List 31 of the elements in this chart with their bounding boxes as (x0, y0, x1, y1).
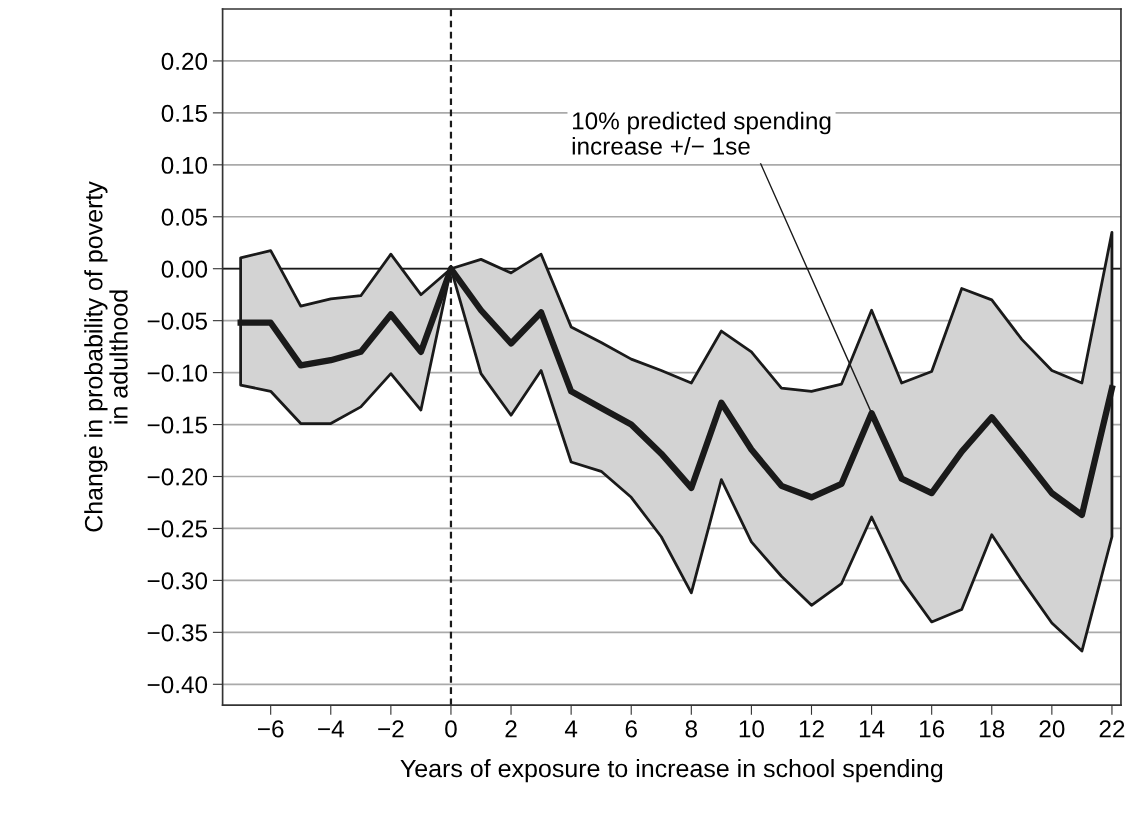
y-tick-label: −0.05 (147, 312, 208, 330)
x-tick-label: 4 (564, 720, 578, 738)
x-tick-label: 20 (1039, 720, 1065, 738)
y-tick-label: 0.20 (161, 52, 208, 70)
x-tick-label: 12 (799, 720, 824, 738)
y-tick-label: −0.15 (147, 416, 208, 434)
x-tick-label: 16 (920, 720, 945, 738)
x-tick-label: 6 (625, 720, 637, 738)
x-tick-label: 2 (505, 720, 517, 738)
y-axis-title: Change in probability of poverty in adulthood (84, 181, 128, 532)
x-tick-label: 0 (445, 720, 457, 738)
x-tick-label: 18 (980, 720, 1005, 738)
x-tick-label: −6 (258, 720, 284, 738)
y-tick-label: 0.00 (161, 260, 208, 278)
y-tick-label: −0.20 (147, 468, 208, 486)
y-tick-label: −0.35 (147, 624, 208, 642)
y-tick-label: −0.25 (147, 520, 208, 538)
x-axis-title: Years of exposure to increase in school spending (400, 758, 943, 783)
x-tick-label: 14 (859, 720, 885, 738)
x-tick-label: 22 (1099, 720, 1125, 738)
x-tick-label: −4 (318, 720, 344, 738)
y-tick-label: 0.10 (161, 156, 208, 174)
y-tick-label: 0.15 (161, 104, 208, 122)
y-tick-label: −0.30 (147, 572, 208, 590)
annotation: 10% predicted spending increase +/− 1se (572, 111, 831, 155)
x-tick-label: −2 (378, 720, 404, 738)
x-tick-label: 8 (685, 720, 698, 738)
y-tick-label: 0.05 (161, 208, 208, 226)
y-tick-label: −0.10 (147, 364, 208, 382)
x-tick-label: 10 (739, 720, 764, 738)
y-tick-label: −0.40 (147, 676, 208, 694)
